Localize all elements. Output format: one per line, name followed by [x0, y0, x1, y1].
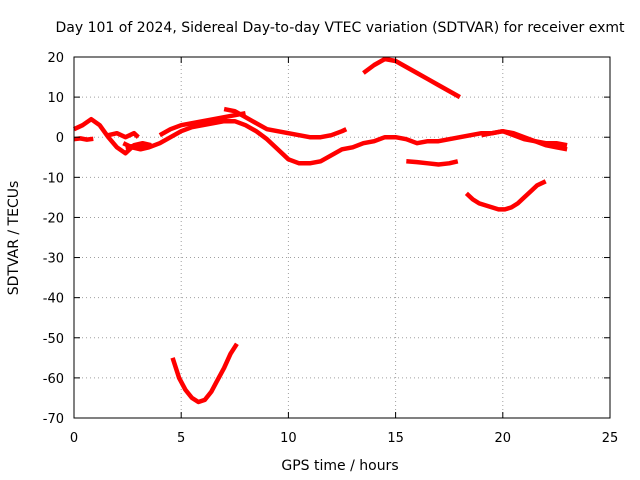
x-tick-label: 10	[280, 431, 297, 446]
x-tick-label: 5	[177, 431, 185, 446]
x-tick-label: 15	[387, 431, 404, 446]
x-tick-label: 25	[602, 431, 619, 446]
series-arc-12	[122, 141, 150, 152]
x-axis-label: GPS time / hours	[281, 458, 398, 474]
series-arc-9	[406, 159, 459, 167]
x-tick-labels: 0 5 10 15 20 25	[70, 431, 618, 446]
y-tick-label: 10	[47, 91, 64, 106]
series-arc-4	[125, 118, 568, 166]
x-tick-label: 0	[70, 431, 78, 446]
y-tick-label: 0	[56, 131, 64, 146]
plot-frame	[73, 56, 611, 419]
y-tick-label: -40	[43, 292, 64, 307]
series-arc-3	[107, 130, 140, 140]
data-series	[73, 56, 568, 405]
series-arc-10	[464, 179, 547, 212]
series-arc-11	[480, 128, 568, 148]
y-tick-label: -30	[43, 252, 64, 267]
x-tick-label: 20	[495, 431, 512, 446]
chart-title: Day 101 of 2024, Sidereal Day-to-day VTE…	[56, 20, 626, 36]
y-tick-label: 20	[47, 51, 64, 66]
y-tick-label: -60	[43, 372, 64, 387]
y-tick-label: -20	[43, 211, 64, 226]
y-tick-label: -70	[43, 412, 64, 427]
series-arc-6	[223, 106, 348, 140]
y-tick-label: -50	[43, 332, 64, 347]
y-tick-labels: -70 -60 -50 -40 -30 -20 -10 0 10 20	[43, 51, 64, 427]
series-arc-7	[170, 342, 239, 405]
series-arc-8	[362, 56, 462, 100]
series-arc-5	[158, 110, 246, 138]
y-tick-label: -10	[43, 171, 64, 186]
y-axis-label: SDTVAR / TECUs	[6, 181, 22, 296]
series-arc-2	[73, 136, 94, 142]
axis-ticks	[73, 56, 611, 419]
grid-lines	[74, 57, 610, 418]
